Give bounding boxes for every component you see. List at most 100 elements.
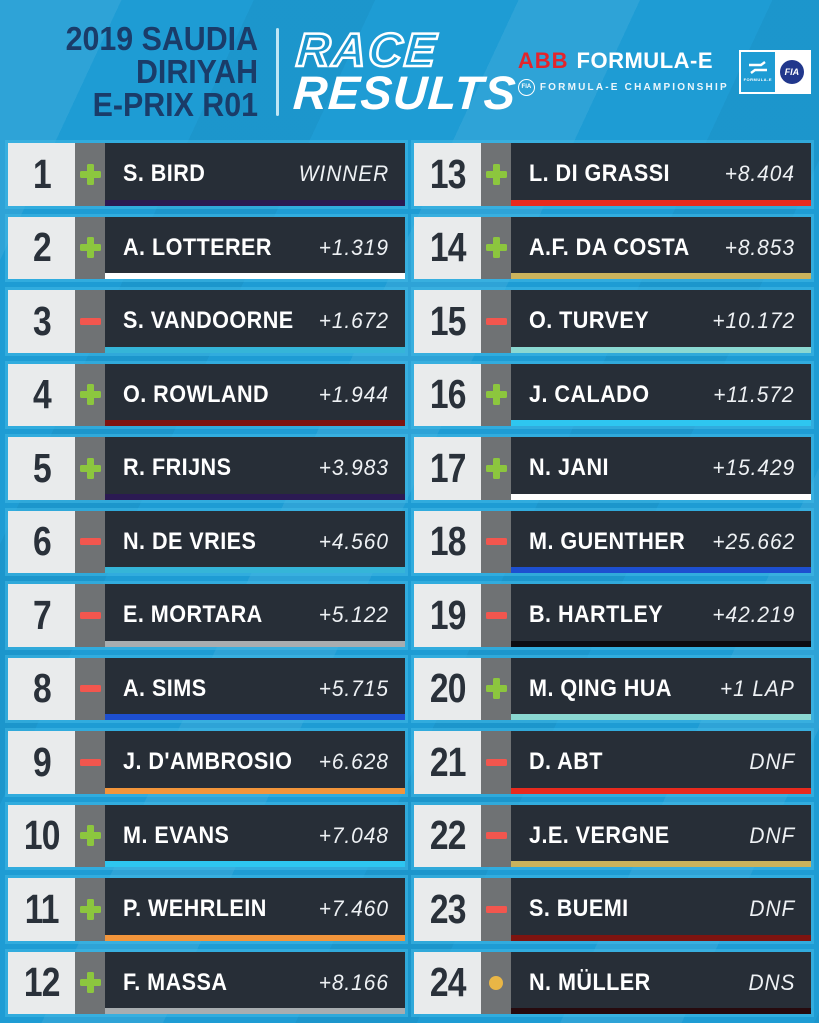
- position-cell: 23: [414, 878, 481, 941]
- gap-time: +7.460: [318, 896, 389, 922]
- position-change-cell: [481, 878, 511, 941]
- event-title-line2: DIRIYAH: [135, 53, 258, 90]
- position-change-cell: [75, 143, 105, 206]
- driver-panel: A. LOTTERER +1.319: [105, 216, 405, 279]
- driver-panel: P. WEHRLEIN +7.460: [105, 878, 405, 941]
- position-change-cell: [481, 804, 511, 867]
- result-row: 19 B. HARTLEY +42.219: [414, 584, 811, 647]
- result-row: 22 J.E. VERGNE DNF: [414, 804, 811, 867]
- driver-panel: O. ROWLAND +1.944: [105, 363, 405, 426]
- position-change-cell: [75, 731, 105, 794]
- position-cell: 9: [8, 731, 75, 794]
- gap-time: WINNER: [298, 161, 389, 187]
- driver-name: N. MÜLLER: [529, 968, 651, 996]
- gap-time: +1 LAP: [720, 675, 795, 701]
- position-number: 16: [429, 371, 467, 418]
- position-number: 24: [429, 959, 467, 1006]
- position-change-cell: [481, 584, 511, 647]
- result-row: 7 E. MORTARA +5.122: [8, 584, 405, 647]
- result-row: 8 A. SIMS +5.715: [8, 657, 405, 720]
- driver-panel: J. D'AMBROSIO +6.628: [105, 731, 405, 794]
- formula-e-wordmark: FORMULA-E: [576, 47, 714, 73]
- position-change-cell: [481, 510, 511, 573]
- position-gained-icon: [485, 384, 507, 406]
- gap-time: +7.048: [318, 822, 389, 848]
- position-lost-icon: [485, 758, 507, 766]
- position-change-cell: [75, 216, 105, 279]
- result-row: 9 J. D'AMBROSIO +6.628: [8, 731, 405, 794]
- position-change-cell: [75, 657, 105, 720]
- fia-logo-tile: FIA: [774, 51, 809, 92]
- driver-panel: N. DE VRIES +4.560: [105, 510, 405, 573]
- position-number: 6: [32, 518, 52, 565]
- driver-name: J. D'AMBROSIO: [123, 748, 293, 776]
- position-cell: 3: [8, 290, 75, 353]
- header-divider: [276, 27, 279, 116]
- position-lost-icon: [79, 758, 101, 766]
- gap-time: +8.853: [724, 234, 795, 260]
- position-number: 4: [32, 371, 52, 418]
- position-cell: 8: [8, 657, 75, 720]
- position-number: 2: [32, 224, 52, 271]
- driver-name: B. HARTLEY: [529, 601, 664, 629]
- result-row: 6 N. DE VRIES +4.560: [8, 510, 405, 573]
- driver-panel: M. QING HUA +1 LAP: [511, 657, 811, 720]
- gap-time: +1.319: [318, 234, 389, 260]
- event-title-line1: 2019 SAUDIA: [65, 20, 258, 57]
- championship-label: FORMULA-E CHAMPIONSHIP: [539, 81, 729, 93]
- position-number: 22: [429, 812, 467, 859]
- page-title: RACE RESULTS: [291, 22, 521, 120]
- gap-time: +11.572: [713, 381, 795, 407]
- driver-panel: E. MORTARA +5.122: [105, 584, 405, 647]
- position-cell: 19: [414, 584, 481, 647]
- driver-name: S. VANDOORNE: [123, 307, 294, 335]
- position-lost-icon: [485, 538, 507, 546]
- gap-time: +5.122: [318, 602, 389, 628]
- position-number: 19: [429, 591, 467, 638]
- position-number: 5: [32, 444, 52, 491]
- position-change-cell: [481, 143, 511, 206]
- gap-time: +8.166: [318, 969, 389, 995]
- result-row: 21 D. ABT DNF: [414, 731, 811, 794]
- position-cell: 15: [414, 290, 481, 353]
- position-gained-icon: [79, 825, 101, 847]
- position-change-cell: [75, 363, 105, 426]
- position-cell: 22: [414, 804, 481, 867]
- position-change-cell: [481, 951, 511, 1014]
- position-number: 3: [32, 297, 52, 344]
- position-lost-icon: [485, 832, 507, 840]
- gap-time: +15.429: [712, 455, 795, 481]
- driver-name: S. BIRD: [123, 160, 206, 188]
- position-cell: 7: [8, 584, 75, 647]
- position-number: 1: [32, 150, 52, 197]
- position-number: 13: [429, 150, 467, 197]
- position-change-cell: [481, 216, 511, 279]
- position-gained-icon: [79, 384, 101, 406]
- results-grid: 1 S. BIRD WINNER 2 A. LOTTERER +1.319 3 …: [8, 143, 811, 1014]
- position-change-cell: [481, 437, 511, 500]
- driver-panel: A.F. DA COSTA +8.853: [511, 216, 811, 279]
- driver-panel: M. GUENTHER +25.662: [511, 510, 811, 573]
- result-row: 18 M. GUENTHER +25.662: [414, 510, 811, 573]
- driver-name: F. MASSA: [123, 968, 228, 996]
- position-cell: 12: [8, 951, 75, 1014]
- page-title-results: RESULTS: [291, 66, 519, 120]
- fia-logo-icon: FIA: [779, 59, 804, 84]
- position-cell: 18: [414, 510, 481, 573]
- position-number: 11: [24, 885, 60, 932]
- position-number: 12: [23, 959, 61, 1006]
- driver-panel: R. FRIJNS +3.983: [105, 437, 405, 500]
- header: 2019 SAUDIA DIRIYAH E-PRIX R01 RACE RESU…: [0, 0, 819, 143]
- driver-panel: M. EVANS +7.048: [105, 804, 405, 867]
- position-gained-icon: [485, 678, 507, 700]
- brand-logos: ABB FORMULA-E FIA FORMULA-E CHAMPIONSHIP…: [517, 47, 811, 96]
- position-number: 17: [429, 444, 467, 491]
- formula-e-logo-icon: [748, 61, 767, 74]
- position-cell: 14: [414, 216, 481, 279]
- position-cell: 1: [8, 143, 75, 206]
- driver-panel: S. VANDOORNE +1.672: [105, 290, 405, 353]
- position-change-cell: [75, 878, 105, 941]
- gap-time: +1.944: [318, 381, 389, 407]
- formula-e-fia-logo-box: FORMULA-E FIA: [738, 49, 811, 94]
